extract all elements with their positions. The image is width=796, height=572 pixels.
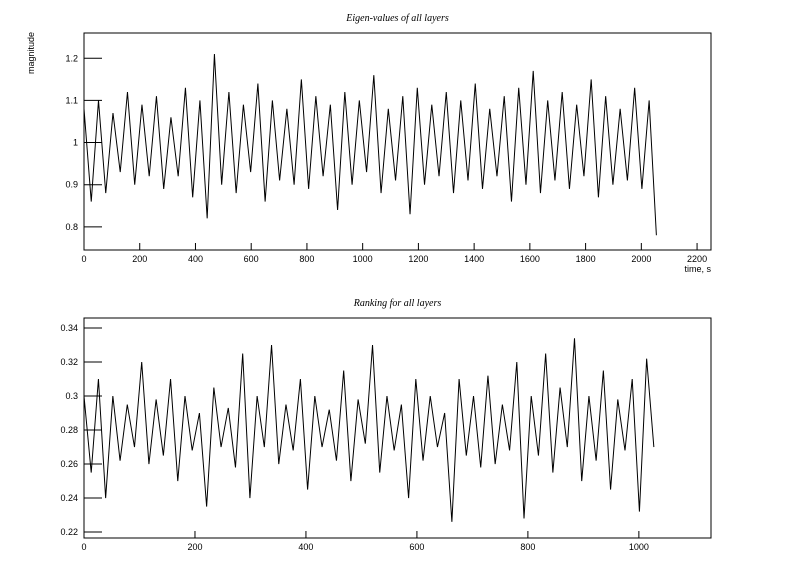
x-tick-label: 600	[244, 254, 259, 264]
x-tick-label: 600	[409, 542, 424, 552]
x-tick-label: 1400	[464, 254, 484, 264]
data-line	[83, 338, 655, 522]
y-tick-label: 0.32	[60, 357, 78, 367]
chart-title: Eigen-values of all layers	[345, 13, 449, 24]
x-tick-label: 200	[132, 254, 147, 264]
x-axis-label: time, s	[684, 264, 711, 274]
y-tick-label: 0.8	[65, 222, 78, 232]
x-tick-label: 1000	[353, 254, 373, 264]
y-tick-label: 1.1	[65, 95, 78, 105]
y-tick-label: 0.26	[60, 459, 78, 469]
y-tick-label: 0.3	[65, 391, 78, 401]
y-axis-label: magnitude	[26, 32, 36, 74]
x-tick-label: 2000	[631, 254, 651, 264]
y-tick-label: 0.34	[60, 323, 78, 333]
y-tick-label: 1.2	[65, 53, 78, 63]
x-tick-label: 2200	[687, 254, 707, 264]
data-line	[83, 54, 657, 236]
x-tick-label: 800	[299, 254, 314, 264]
x-tick-label: 1200	[408, 254, 428, 264]
x-tick-label: 400	[188, 254, 203, 264]
y-tick-label: 0.22	[60, 527, 78, 537]
y-tick-label: 0.9	[65, 180, 78, 190]
x-tick-label: 200	[187, 542, 202, 552]
plot-frame	[83, 317, 712, 539]
y-tick-label: 0.28	[60, 425, 78, 435]
y-tick-label: 0.24	[60, 493, 78, 503]
x-tick-label: 0	[81, 542, 86, 552]
chart-title: Ranking for all layers	[353, 298, 442, 309]
x-tick-label: 1800	[576, 254, 596, 264]
x-tick-label: 0	[81, 254, 86, 264]
y-tick-label: 1	[73, 138, 78, 148]
x-tick-label: 400	[298, 542, 313, 552]
plot-frame	[83, 32, 712, 251]
x-tick-label: 1000	[629, 542, 649, 552]
x-tick-label: 1600	[520, 254, 540, 264]
x-tick-label: 800	[520, 542, 535, 552]
